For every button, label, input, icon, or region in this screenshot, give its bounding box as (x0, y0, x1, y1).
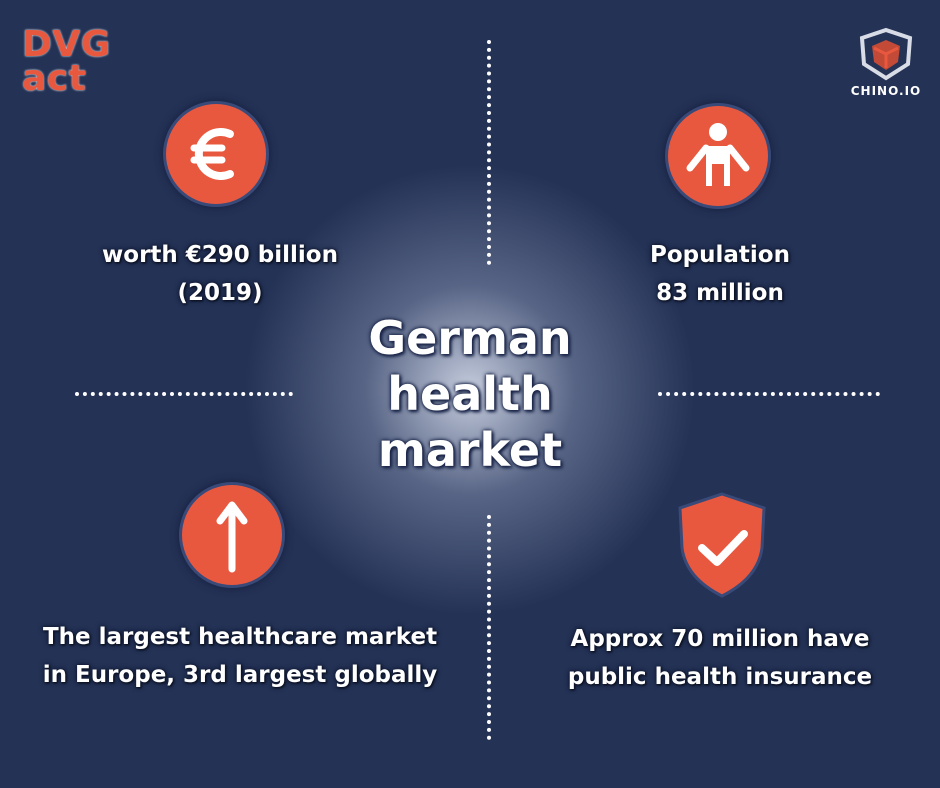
euro-icon-circle (166, 104, 266, 204)
title-line2: health (387, 367, 553, 421)
arrow-up-icon-circle (182, 485, 282, 585)
person-icon-circle (668, 106, 768, 206)
largest-line2: in Europe, 3rd largest globally (42, 662, 438, 688)
population-line1: Population (650, 242, 790, 268)
largest-caption: The largest healthcare market in Europe,… (20, 618, 460, 694)
worth-line2: (2019) (177, 280, 263, 306)
dvg-logo-line2: act (22, 58, 87, 99)
divider-right (658, 392, 880, 396)
divider-left (75, 392, 293, 396)
title-line1: German (368, 311, 572, 365)
insurance-caption: Approx 70 million have public health ins… (540, 620, 900, 696)
population-line2: 83 million (656, 280, 784, 306)
page-title: German health market (320, 310, 620, 478)
divider-bottom (487, 515, 491, 740)
shield-check-icon (678, 492, 766, 598)
title-line3: market (377, 423, 563, 477)
dvg-logo-line1: DVG (22, 24, 111, 65)
insurance-line1: Approx 70 million have (570, 626, 870, 652)
population-caption: Population 83 million (590, 236, 850, 312)
dvg-act-logo: DVG act (22, 24, 132, 99)
chino-logo-text: CHINO.IO (850, 84, 922, 98)
insurance-line2: public health insurance (567, 664, 873, 690)
chino-shield-icon (859, 27, 913, 81)
worth-line1: worth €290 billion (102, 242, 338, 268)
arrow-up-icon (216, 501, 248, 573)
divider-top (487, 40, 491, 265)
euro-icon (190, 128, 234, 180)
person-icon (686, 123, 750, 186)
chino-logo: CHINO.IO (846, 24, 926, 102)
largest-line1: The largest healthcare market (42, 624, 438, 650)
worth-caption: worth €290 billion (2019) (80, 236, 360, 312)
